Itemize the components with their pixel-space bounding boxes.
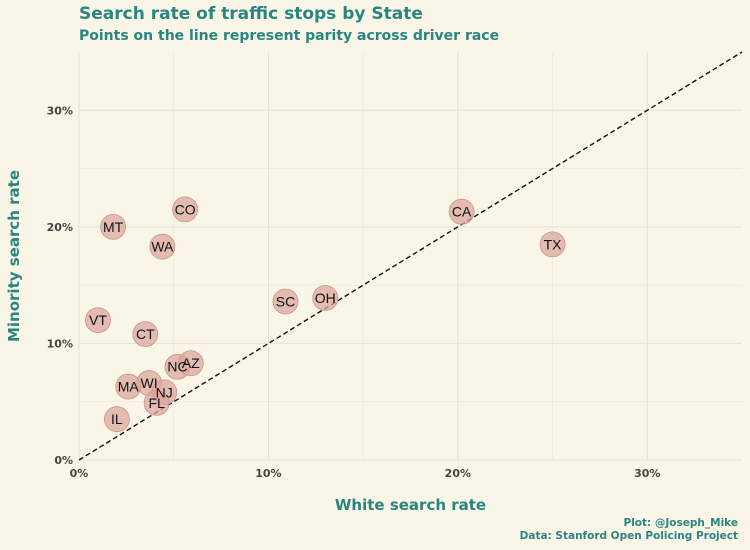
point-label-wi: WI	[141, 375, 158, 391]
y-tick-label: 20%	[47, 221, 73, 234]
point-label-vt: VT	[89, 312, 107, 328]
point-label-ma: MA	[118, 379, 140, 395]
point-label-wa: WA	[151, 239, 174, 255]
point-label-oh: OH	[315, 290, 336, 306]
point-label-ct: CT	[136, 326, 155, 342]
y-tick-label: 0%	[54, 454, 73, 467]
y-tick-label: 10%	[47, 337, 73, 350]
x-tick-label: 30%	[634, 467, 660, 480]
data-point-oh	[312, 285, 339, 311]
data-point-ma	[115, 373, 142, 400]
x-tick-label: 10%	[255, 467, 281, 480]
chart-title: Search rate of traffic stops by State	[79, 4, 423, 24]
point-label-sc: SC	[276, 293, 295, 309]
y-tick-label: 30%	[47, 104, 73, 117]
point-label-az: AZ	[182, 355, 200, 371]
point-label-co: CO	[175, 201, 196, 217]
data-points	[85, 196, 566, 433]
data-point-sc	[272, 288, 299, 315]
x-tick-label: 20%	[445, 467, 471, 480]
caption-source: Data: Stanford Open Policing Project	[519, 530, 738, 542]
caption: Plot: @Joseph_Mike Data: Stanford Open P…	[520, 517, 738, 543]
caption-credit: Plot: @Joseph_Mike	[623, 517, 739, 529]
point-label-nc: NC	[167, 359, 187, 375]
y-axis-ticks: 0% 10% 20% 30%	[47, 104, 73, 467]
data-point-az	[177, 350, 204, 377]
data-point-fl	[143, 389, 170, 416]
point-label-il: IL	[111, 411, 123, 427]
data-point-ca	[448, 198, 475, 225]
point-label-ca: CA	[452, 204, 472, 220]
point-label-fl: FL	[148, 395, 165, 411]
parity-line	[78, 51, 743, 461]
x-tick-label: 0%	[70, 467, 89, 480]
point-label-tx: TX	[544, 236, 563, 252]
data-point-tx	[539, 231, 566, 258]
x-axis-ticks: 0% 10% 20% 30%	[70, 467, 661, 480]
data-point-mt	[100, 213, 126, 240]
chart-subtitle: Points on the line represent parity acro…	[79, 28, 500, 44]
data-point-vt	[85, 307, 111, 334]
data-point-co	[172, 196, 198, 223]
data-point-il	[103, 406, 130, 433]
major-gridlines	[78, 52, 742, 461]
data-point-ct	[132, 321, 159, 348]
data-point-wa	[149, 233, 176, 260]
y-axis-title: Minority search rate	[5, 170, 23, 342]
x-axis-title: White search rate	[335, 496, 486, 514]
point-label-nj: NJ	[156, 384, 173, 400]
point-label-mt: MT	[103, 219, 124, 235]
